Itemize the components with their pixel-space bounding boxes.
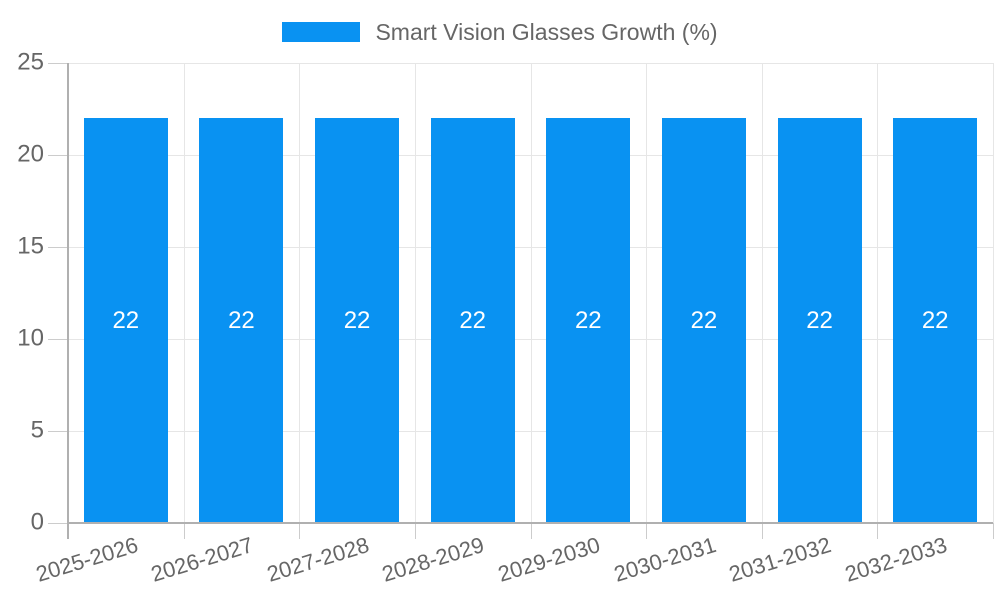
legend-swatch <box>282 22 361 42</box>
bar-value-label: 22 <box>574 306 602 334</box>
y-tick-mark <box>48 431 68 432</box>
x-axis-line <box>68 522 993 524</box>
y-axis-line <box>67 63 69 539</box>
bar-value-label: 22 <box>343 306 371 334</box>
gridline-vertical <box>993 63 994 523</box>
x-axis-tick-label: 2032-2033 <box>841 532 950 587</box>
bar-2031-2032[interactable]: 22 <box>777 118 862 523</box>
x-tick-mark <box>530 523 532 539</box>
x-tick-mark <box>414 523 416 539</box>
gridline-vertical <box>877 63 879 523</box>
x-tick-mark <box>993 523 994 539</box>
y-axis-tick-label: 5 <box>30 416 44 444</box>
x-axis-tick-label: 2029-2030 <box>495 532 604 587</box>
x-axis-tick-label: 2026-2027 <box>148 532 257 587</box>
y-axis-tick-label: 25 <box>17 48 44 76</box>
bar-value-label: 22 <box>690 306 718 334</box>
legend-label: Smart Vision Glasses Growth (%) <box>375 19 718 45</box>
bar-2028-2029[interactable]: 22 <box>430 118 515 523</box>
x-tick-mark <box>183 523 185 539</box>
bar-2030-2031[interactable]: 22 <box>661 118 746 523</box>
bar-value-label: 22 <box>459 306 487 334</box>
y-axis-tick-label: 15 <box>17 232 44 260</box>
y-tick-mark <box>48 155 68 156</box>
gridline-vertical <box>299 63 301 523</box>
x-tick-mark <box>299 523 301 539</box>
x-tick-mark <box>761 523 763 539</box>
bar-2026-2027[interactable]: 22 <box>199 118 284 523</box>
bar-value-label: 22 <box>921 306 949 334</box>
y-tick-mark <box>48 339 68 340</box>
gridline-vertical <box>414 63 416 523</box>
gridline-vertical <box>530 63 532 523</box>
y-axis-tick-label: 10 <box>17 324 44 352</box>
bar-2029-2030[interactable]: 22 <box>546 118 631 523</box>
y-tick-mark <box>48 247 68 248</box>
bar-value-label: 22 <box>228 306 255 334</box>
legend[interactable]: Smart Vision Glasses Growth (%) <box>0 19 1000 45</box>
bar-value-label: 22 <box>112 306 140 334</box>
x-axis-tick-label: 2025-2026 <box>32 532 141 587</box>
bar-2027-2028[interactable]: 22 <box>315 118 400 523</box>
x-axis-tick-label: 2028-2029 <box>379 532 488 587</box>
bar-value-label: 22 <box>806 306 833 334</box>
y-axis-tick-label: 20 <box>17 140 44 168</box>
gridline-vertical <box>183 63 185 523</box>
y-tick-mark <box>48 523 68 524</box>
bar-2032-2033[interactable]: 22 <box>893 118 978 523</box>
bar-2025-2026[interactable]: 22 <box>83 118 168 523</box>
y-tick-mark <box>48 63 68 64</box>
x-axis-tick-label: 2030-2031 <box>610 532 719 587</box>
x-axis-tick-label: 2027-2028 <box>263 532 372 587</box>
y-axis-tick-label: 0 <box>30 508 44 536</box>
gridline-vertical <box>646 63 648 523</box>
x-axis-tick-label: 2031-2032 <box>726 532 835 587</box>
x-tick-mark <box>646 523 648 539</box>
x-tick-mark <box>877 523 879 539</box>
gridline-vertical <box>761 63 763 523</box>
